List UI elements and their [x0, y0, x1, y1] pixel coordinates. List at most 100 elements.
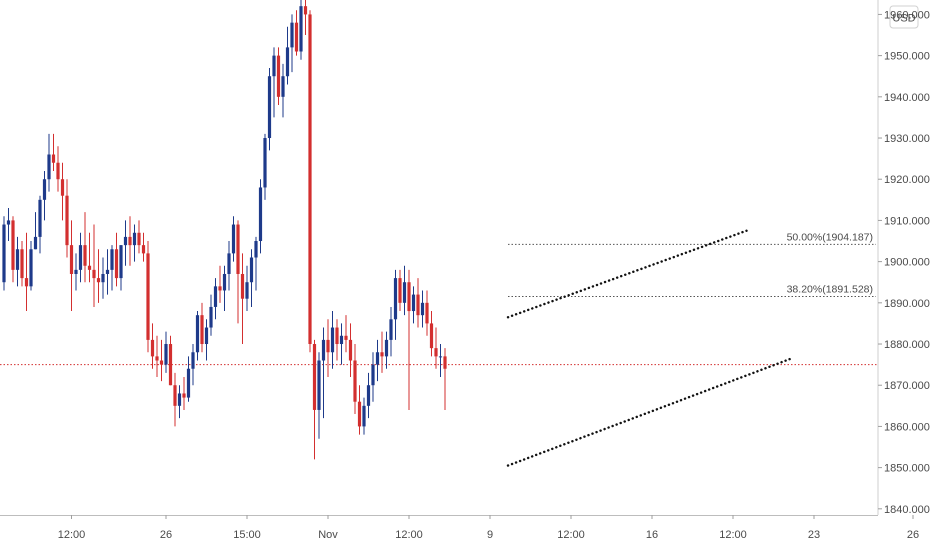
candle-up[interactable]: [267, 67, 272, 151]
candle-up[interactable]: [317, 352, 321, 439]
candle-up[interactable]: [33, 212, 38, 250]
candle-up[interactable]: [393, 269, 398, 340]
candle-up[interactable]: [375, 339, 380, 382]
candle-up[interactable]: [101, 257, 105, 299]
candle-down[interactable]: [398, 269, 402, 312]
candle-down[interactable]: [236, 220, 240, 324]
candle-up[interactable]: [231, 216, 236, 262]
candle-up[interactable]: [245, 265, 249, 312]
candle-up[interactable]: [29, 241, 33, 291]
candle-down[interactable]: [24, 232, 29, 312]
candle-down[interactable]: [137, 220, 141, 254]
candle-up[interactable]: [123, 220, 128, 266]
candle-up[interactable]: [339, 323, 344, 365]
candle-down[interactable]: [335, 319, 339, 361]
candle-up[interactable]: [110, 245, 114, 291]
candle-down[interactable]: [348, 323, 353, 377]
candle-up[interactable]: [402, 265, 407, 316]
candle-down[interactable]: [353, 344, 357, 415]
candle-up[interactable]: [119, 245, 123, 291]
candle-up[interactable]: [281, 63, 285, 118]
candle-up[interactable]: [384, 331, 389, 369]
candle-up[interactable]: [321, 327, 326, 419]
candle-down[interactable]: [168, 335, 173, 386]
candle-down[interactable]: [357, 385, 362, 435]
candle-up[interactable]: [438, 344, 443, 377]
candle-down[interactable]: [312, 339, 317, 460]
candle-up[interactable]: [2, 216, 6, 291]
candle-up[interactable]: [38, 195, 42, 254]
candle-up[interactable]: [213, 278, 218, 320]
candle-up[interactable]: [204, 319, 209, 361]
candle-down[interactable]: [380, 331, 384, 373]
candle-down[interactable]: [20, 241, 24, 287]
candle-up[interactable]: [186, 356, 191, 402]
candle-up[interactable]: [411, 286, 416, 324]
candle-down[interactable]: [429, 311, 434, 357]
candle-down[interactable]: [69, 220, 74, 312]
candle-down[interactable]: [407, 269, 411, 410]
candle-up[interactable]: [254, 236, 258, 291]
candle-up[interactable]: [222, 265, 227, 312]
candle-up[interactable]: [209, 294, 213, 336]
candle-up[interactable]: [164, 331, 168, 373]
candle-down[interactable]: [434, 327, 438, 369]
candle-down[interactable]: [11, 216, 15, 283]
candle-down[interactable]: [56, 146, 60, 192]
channel-trendline[interactable]: [506, 229, 748, 319]
candle-down[interactable]: [443, 348, 447, 410]
candle-up[interactable]: [6, 208, 11, 242]
candle-down[interactable]: [92, 224, 96, 307]
candle-down[interactable]: [51, 133, 56, 171]
candle-down[interactable]: [303, 0, 308, 36]
candle-down[interactable]: [344, 315, 348, 353]
candle-down[interactable]: [240, 253, 245, 345]
candle-up[interactable]: [285, 26, 290, 85]
candle-up[interactable]: [299, 0, 303, 60]
candle-up[interactable]: [74, 253, 78, 291]
channel-trendline[interactable]: [506, 357, 793, 467]
candle-up[interactable]: [272, 47, 276, 118]
candle-up[interactable]: [177, 385, 182, 419]
candle-down[interactable]: [294, 10, 299, 56]
currency-badge[interactable]: USD: [889, 5, 919, 29]
candle-down[interactable]: [218, 265, 222, 303]
candle-up[interactable]: [362, 397, 366, 435]
candle-up[interactable]: [191, 344, 195, 386]
candle-down[interactable]: [173, 372, 177, 427]
candle-down[interactable]: [182, 376, 186, 410]
candle-up[interactable]: [258, 179, 263, 254]
candle-up[interactable]: [389, 306, 393, 357]
candle-down[interactable]: [150, 323, 155, 369]
candle-down[interactable]: [159, 339, 164, 382]
candle-up[interactable]: [249, 249, 254, 307]
candle-down[interactable]: [60, 162, 65, 221]
candle-up[interactable]: [105, 249, 110, 295]
candle-up[interactable]: [263, 133, 267, 200]
candle-up[interactable]: [132, 224, 137, 262]
candle-down[interactable]: [276, 47, 281, 106]
candle-up[interactable]: [330, 311, 335, 369]
candle-up[interactable]: [371, 352, 375, 402]
candle-up[interactable]: [78, 232, 83, 283]
candle-up[interactable]: [227, 241, 231, 291]
candle-down[interactable]: [308, 10, 312, 353]
candle-down[interactable]: [96, 249, 101, 303]
candle-up[interactable]: [290, 14, 294, 73]
candle-up[interactable]: [420, 290, 425, 328]
candle-down[interactable]: [326, 319, 330, 377]
candle-up[interactable]: [15, 236, 20, 287]
candle-down[interactable]: [141, 232, 146, 262]
candle-down[interactable]: [200, 302, 204, 353]
candle-down[interactable]: [425, 290, 429, 336]
candle-down[interactable]: [416, 278, 420, 328]
candle-up[interactable]: [366, 372, 371, 419]
candle-down[interactable]: [83, 212, 87, 283]
candle-down[interactable]: [155, 335, 159, 377]
candle-down[interactable]: [87, 232, 92, 283]
candle-down[interactable]: [128, 216, 132, 266]
candle-up[interactable]: [42, 170, 47, 221]
candle-up[interactable]: [47, 133, 51, 192]
candle-down[interactable]: [114, 232, 119, 287]
